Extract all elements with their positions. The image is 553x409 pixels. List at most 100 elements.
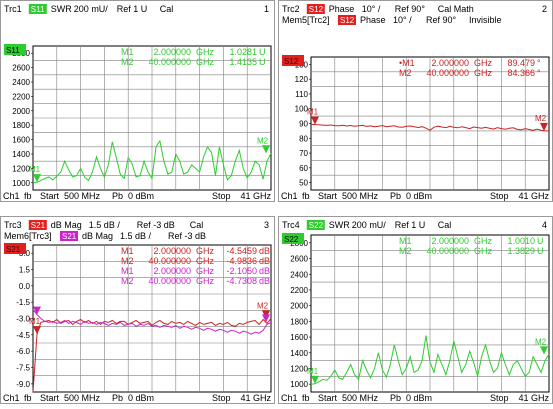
y-tick-label: 1600 <box>12 136 30 145</box>
trace-line-s12[interactable] <box>310 123 550 132</box>
marker-m2-triangle[interactable] <box>262 314 270 323</box>
corner-tag-bg <box>4 44 26 55</box>
param-tag[interactable]: S12 <box>340 16 355 25</box>
diagram-panel-2[interactable]: Trc2 S12 Phase 10° / Ref 90° Cal Math Mem5[Trc… <box>278 0 553 202</box>
channel-footer[interactable]: Ch1 fb Start 500 MHz Pb 0 dBm Stop 41 GHz <box>281 393 549 403</box>
diagram-canvas-3[interactable]: Trc3 S21 dB Mag 1.5 dB / Ref -3 dB CalMem6[Tr… <box>0 216 275 404</box>
y-tick-label: 1400 <box>12 150 30 159</box>
trace-name[interactable]: Trc3 <box>4 220 22 230</box>
corner-tag-label[interactable]: S11 <box>6 46 20 55</box>
corner-tag-label[interactable]: S12 <box>284 57 299 66</box>
trace-corner-tag[interactable]: S12 <box>282 55 304 66</box>
trace-name[interactable]: Trc4 <box>282 220 300 230</box>
marker-readout[interactable]: M2 40.000000 GHz -4.7308 dB <box>121 276 270 286</box>
marker-m1-triangle[interactable] <box>310 375 319 384</box>
marker-value: -4.7308 <box>226 276 257 286</box>
trace-header-row[interactable]: Trc2 S12 Phase 10° / Ref 90° Cal Math <box>282 4 474 14</box>
footer-start-val: 500 MHz <box>64 191 101 201</box>
marker-readout[interactable]: •M1 2.000000 GHz 89.479 ° <box>399 58 541 68</box>
header-format: dB Mag <box>82 231 113 241</box>
param-tag-bg <box>28 220 47 230</box>
trace-header-row[interactable]: Trc1 S11 SWR 200 mU/Ref 1 U Cal <box>4 4 173 14</box>
y-tick-label: 1200 <box>290 364 308 373</box>
panel-border <box>278 216 553 404</box>
marker-m1-label: M1 <box>307 108 319 117</box>
panel-border <box>0 216 275 404</box>
param-tag[interactable]: S22 <box>309 221 324 230</box>
trace-line-s21-mem[interactable] <box>32 309 272 335</box>
y-tick-label: 1000 <box>290 380 308 389</box>
trace-name[interactable]: Trc2 <box>282 4 300 14</box>
header-scale: 10° / <box>393 15 412 25</box>
marker-m1-triangle[interactable] <box>32 326 41 335</box>
marker-m2-triangle[interactable] <box>262 145 270 154</box>
marker-readout[interactable]: M2 40.000000 GHz -4.9836 dB <box>121 256 270 266</box>
footer-power: 0 dBm <box>406 393 432 403</box>
y-tick-label: 0.0 <box>19 282 31 291</box>
trace-line-s21[interactable] <box>32 318 272 393</box>
marker-readout[interactable]: M1 2.000000 GHz -4.5459 dB <box>121 246 270 256</box>
marker-m1-triangle[interactable] <box>32 306 41 315</box>
trace-corner-tag[interactable]: S21 <box>4 243 26 254</box>
corner-tag-label[interactable]: S21 <box>6 245 21 254</box>
footer-stop-val: 41 GHz <box>518 191 549 201</box>
marker-readout[interactable]: M1 2.000000 GHz -2.1050 dB <box>121 266 270 276</box>
marker-m1-triangle[interactable] <box>32 174 41 183</box>
footer-pb: Pb <box>112 393 123 403</box>
y-tick-label: 2000 <box>12 107 30 116</box>
channel-footer[interactable]: Ch1 fb Start 500 MHz Pb 0 dBm Stop 41 GHz <box>3 191 271 201</box>
param-tag[interactable]: S11 <box>31 5 45 14</box>
header-extra: Invisible <box>469 15 502 25</box>
header-extra: Cal <box>190 220 204 230</box>
corner-tag-bg <box>4 243 26 254</box>
marker-value: 1.4135 <box>229 57 257 67</box>
y-tick-label: 1600 <box>290 333 308 342</box>
param-tag[interactable]: S12 <box>309 5 324 14</box>
trace-corner-tag[interactable]: S22 <box>282 233 304 244</box>
marker-readout[interactable]: M2 40.000000 GHz 1.4135 U <box>121 57 266 67</box>
marker-readout[interactable]: M1 2.000000 GHz 1.0010 U <box>399 236 544 246</box>
trace-line-s11[interactable] <box>32 139 272 184</box>
trace-header-row[interactable]: Mem6[Trc3] S21 dB Mag 1.5 dB / Ref -3 dB <box>4 231 206 241</box>
marker-readout[interactable]: M1 2.000000 GHz 1.0281 U <box>121 47 266 57</box>
param-tag[interactable]: S21 <box>31 221 46 230</box>
trace-header-row[interactable]: Mem5[Trc2] S12 Phase 10° / Ref 90° Invisible <box>282 15 502 25</box>
marker-freq: 40.000000 <box>426 68 469 78</box>
footer-pb: Pb <box>390 393 401 403</box>
trace-corner-tag[interactable]: S11 <box>4 44 26 55</box>
marker-readout[interactable]: M2 40.000000 GHz 1.3829 U <box>399 246 544 256</box>
param-tag[interactable]: S21 <box>62 232 77 241</box>
y-tick-label: -4.5 <box>16 331 30 340</box>
y-tick-label: 80 <box>299 134 308 143</box>
diagram-canvas-2[interactable]: Trc2 S12 Phase 10° / Ref 90° Cal MathMem5[Trc… <box>278 0 553 202</box>
trace-name[interactable]: Trc1 <box>4 4 22 14</box>
footer-stop-val: 41 GHz <box>518 393 549 403</box>
marker-m2-triangle[interactable] <box>540 122 548 131</box>
marker-m1-triangle[interactable] <box>310 116 319 125</box>
header-format: Phase <box>360 15 386 25</box>
marker-vunit: U <box>537 236 544 246</box>
footer-pb: Pb <box>390 191 401 201</box>
header-ref: Ref 1 U <box>117 4 148 14</box>
trace-line-s22[interactable] <box>310 335 550 385</box>
trace-name[interactable]: Mem5[Trc2] <box>282 15 330 25</box>
trace-header-row[interactable]: Trc3 S21 dB Mag 1.5 dB / Ref -3 dB Cal <box>4 220 203 230</box>
trace-header-row[interactable]: Trc4 S22 SWR 200 mU/Ref 1 U Cal <box>282 220 451 230</box>
marker-readout[interactable]: M2 40.000000 GHz 84.366 ° <box>399 68 541 78</box>
param-tag-bg <box>60 231 78 241</box>
marker-m2-triangle[interactable] <box>540 346 548 355</box>
footer-ch: Ch1 <box>281 393 298 403</box>
y-tick-label: 90 <box>299 120 308 129</box>
diagram-panel-3[interactable]: Trc3 S21 dB Mag 1.5 dB / Ref -3 dB Cal Mem6[Tr… <box>0 216 275 404</box>
corner-tag-label[interactable]: S22 <box>284 235 299 244</box>
y-tick-label: 2000 <box>290 302 308 311</box>
channel-footer[interactable]: Ch1 fb Start 500 MHz Pb 0 dBm Stop 41 GHz <box>281 191 549 201</box>
corner-tag-bg <box>282 233 304 244</box>
trace-name[interactable]: Mem6[Trc3] <box>4 231 52 241</box>
channel-footer[interactable]: Ch1 fb Start 500 MHz Pb 0 dBm Stop 41 GHz <box>3 393 271 403</box>
y-tick-label: 2600 <box>12 64 30 73</box>
